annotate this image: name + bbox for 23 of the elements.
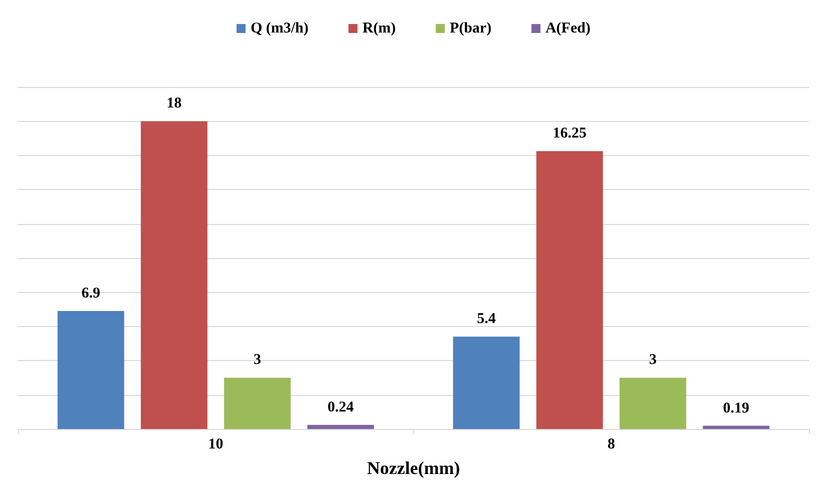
data-label: 0.19 <box>723 400 750 416</box>
data-label: 16.25 <box>552 126 586 142</box>
bar <box>224 378 291 429</box>
data-label: 0.24 <box>328 399 354 416</box>
bar <box>140 121 208 429</box>
bar <box>702 426 770 429</box>
bar <box>307 424 374 429</box>
data-label: 3 <box>254 352 262 368</box>
data-label: 5.4 <box>476 311 496 328</box>
legend-label: A(Fed) <box>545 20 590 36</box>
data-label: 6.9 <box>81 286 100 302</box>
x-axis-title: Nozzle(mm) <box>367 458 460 478</box>
legend-label: Q (m3/h) <box>250 20 308 36</box>
data-label: 18 <box>166 96 182 112</box>
bar <box>620 378 686 429</box>
legend-label: R(m) <box>362 20 396 36</box>
bar <box>453 336 520 429</box>
bar <box>58 311 124 429</box>
data-label: 3 <box>649 352 657 368</box>
x-tick-label: 10 <box>208 436 224 452</box>
bar <box>536 151 603 429</box>
legend-label: P(bar) <box>450 20 492 36</box>
x-tick-label: 8 <box>608 436 615 452</box>
